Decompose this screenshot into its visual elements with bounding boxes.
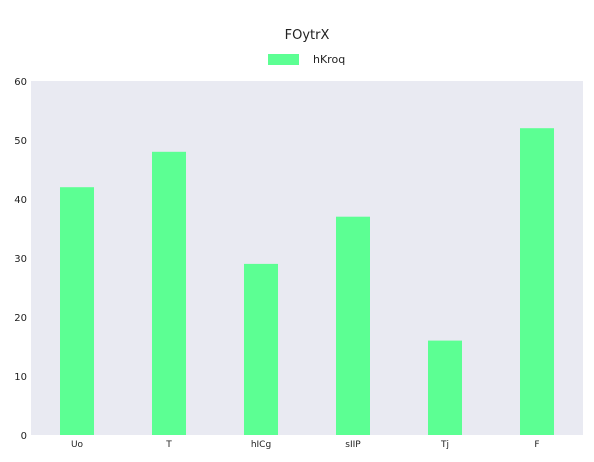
legend: hKroq [268, 51, 345, 67]
bar-hICg [244, 263, 278, 435]
bar-Tj [428, 340, 462, 435]
x-tick-label: sIIP [345, 440, 361, 450]
y-tick-label: 60 [14, 77, 27, 88]
bar-F [520, 128, 554, 435]
bar-Uo [60, 187, 94, 435]
y-axis: 0 10 20 30 40 50 60 [14, 77, 27, 442]
bar-sIIP [336, 216, 370, 435]
x-tick-label: T [165, 440, 172, 450]
bar-T [152, 151, 186, 436]
y-tick-label: 0 [21, 431, 27, 442]
x-tick-label: hICg [251, 440, 271, 450]
y-tick-label: 20 [14, 313, 27, 324]
x-tick-label: Tj [440, 440, 449, 450]
y-tick-label: 40 [14, 195, 27, 206]
legend-label: hKroq [313, 52, 346, 66]
plot-area [31, 81, 583, 435]
x-tick-label: F [534, 440, 539, 450]
bars [60, 128, 554, 436]
x-tick-label: Uo [71, 440, 84, 450]
chart-title: FOytrX [284, 28, 330, 43]
y-tick-label: 10 [14, 372, 27, 383]
y-tick-label: 50 [14, 136, 27, 147]
legend-swatch [268, 53, 299, 65]
y-tick-label: 30 [14, 254, 27, 265]
